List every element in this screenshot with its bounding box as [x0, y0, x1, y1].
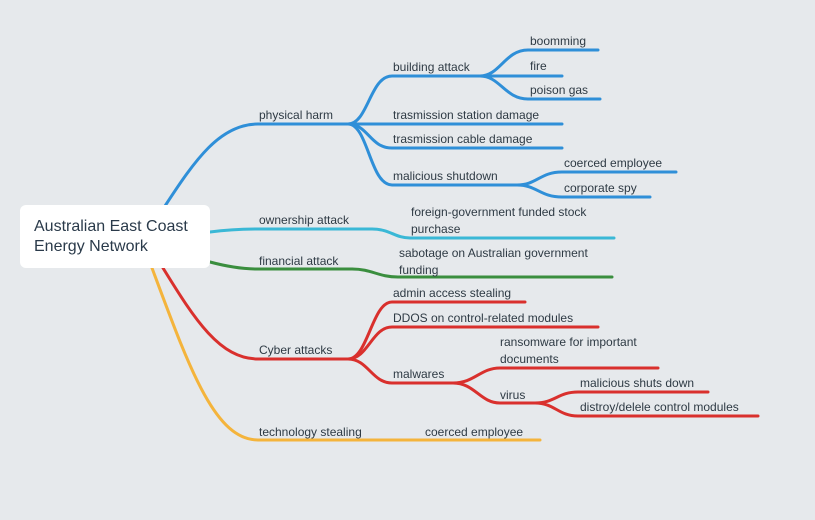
- topic-virus[interactable]: virus: [500, 388, 526, 402]
- topic-ddos[interactable]: DDOS on control-related modules: [393, 311, 574, 325]
- topic-malwares[interactable]: malwares: [393, 367, 445, 381]
- topic-malicious-shuts-down[interactable]: malicious shuts down: [580, 376, 695, 390]
- topic-physical-harm[interactable]: physical harm: [259, 108, 334, 122]
- malwares-to-virus: [451, 381, 537, 405]
- virus-to-delete-modules: [533, 401, 760, 418]
- topic-building-attack[interactable]: building attack: [393, 60, 470, 74]
- cyber-to-malwares: [346, 357, 455, 385]
- physical-to-building-attack: [346, 74, 482, 126]
- topic-boomming[interactable]: boomming: [530, 34, 587, 48]
- cyber-attacks-connectors: [161, 266, 760, 418]
- ownership-attack-connectors: [208, 227, 616, 240]
- root-to-technology: [150, 266, 542, 442]
- topic-coerced-employee-shutdown[interactable]: coerced employee: [564, 156, 663, 170]
- topic-poison-gas[interactable]: poison gas: [530, 83, 589, 97]
- technology-stealing-connectors: [150, 266, 542, 442]
- root-to-financial: [208, 260, 354, 271]
- topic-financial-attack[interactable]: financial attack: [259, 254, 339, 268]
- root-to-ownership: [208, 227, 374, 234]
- financial-attack-connectors: [208, 260, 614, 279]
- topic-admin-access[interactable]: admin access stealing: [393, 286, 512, 300]
- topic-station-damage[interactable]: trasmission station damage: [393, 108, 540, 122]
- root-to-cyber: [161, 266, 350, 361]
- physical-to-shutdown: [346, 122, 519, 187]
- topic-coerced-employee-tech[interactable]: coerced employee: [425, 425, 524, 439]
- central-topic[interactable]: Australian East Coast Energy Network: [20, 205, 210, 268]
- topic-fire[interactable]: fire: [530, 59, 547, 73]
- cyber-to-ddos: [346, 325, 600, 361]
- topic-ransomware[interactable]: ransomware for important documents: [500, 335, 637, 366]
- topic-funding-sabotage[interactable]: sabotage on Australian government fundin…: [399, 246, 588, 277]
- ownership-to-stock-purchase: [370, 227, 616, 240]
- topic-cable-damage[interactable]: trasmission cable damage: [393, 132, 533, 146]
- central-topic-line-2: Energy Network: [34, 238, 148, 255]
- root-to-physical-harm: [163, 122, 350, 208]
- topic-stock-purchase[interactable]: foreign-government funded stock purchase: [411, 205, 587, 236]
- topic-ownership-attack[interactable]: ownership attack: [259, 213, 350, 227]
- topic-malicious-shutdown[interactable]: malicious shutdown: [393, 169, 498, 183]
- topic-technology-stealing[interactable]: technology stealing: [259, 425, 362, 439]
- building-to-poison-gas: [478, 74, 602, 101]
- topic-corporate-spy[interactable]: corporate spy: [564, 181, 637, 195]
- topic-cyber-attacks[interactable]: Cyber attacks: [259, 343, 333, 357]
- financial-to-funding: [350, 267, 614, 279]
- physical-harm-connectors: [163, 48, 678, 208]
- topic-delete-control-modules[interactable]: distroy/delele control modules: [580, 400, 739, 414]
- shutdown-to-corporate-spy: [515, 183, 652, 199]
- central-topic-line-1: Australian East Coast: [34, 218, 188, 235]
